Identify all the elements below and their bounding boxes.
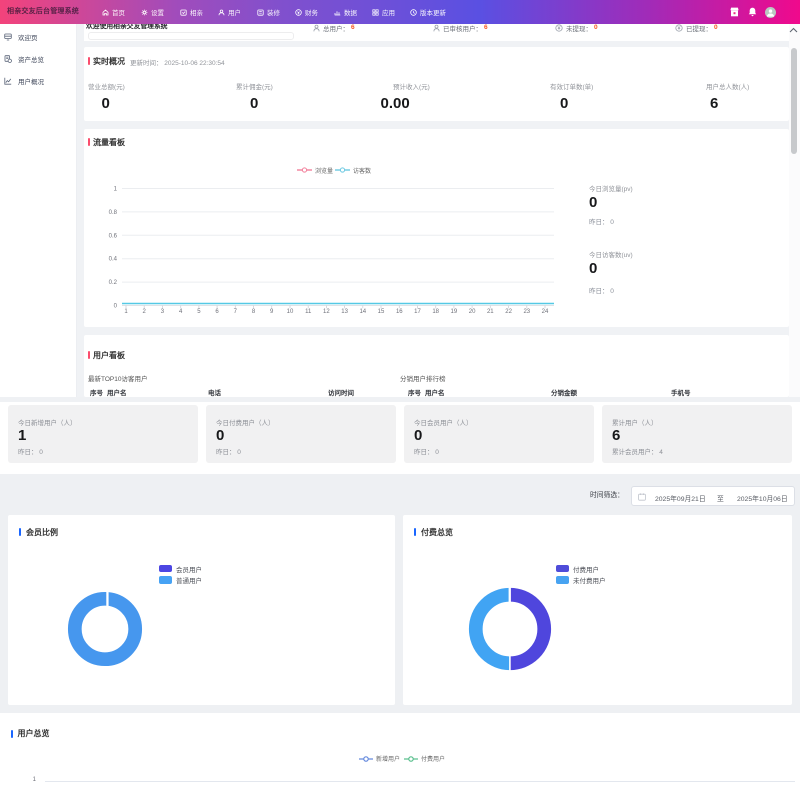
svg-text:1: 1 — [124, 309, 128, 315]
svg-text:9: 9 — [270, 309, 274, 315]
svg-text:4: 4 — [179, 309, 183, 315]
svg-text:6: 6 — [215, 309, 219, 315]
svg-text:15: 15 — [378, 309, 385, 315]
svg-text:24: 24 — [542, 309, 549, 315]
svg-text:17: 17 — [414, 309, 421, 315]
svg-text:23: 23 — [523, 309, 530, 315]
svg-text:7: 7 — [234, 309, 238, 315]
svg-text:8: 8 — [252, 309, 256, 315]
svg-text:19: 19 — [451, 309, 458, 315]
svg-text:5: 5 — [197, 309, 201, 315]
svg-text:3: 3 — [161, 309, 165, 315]
svg-text:0.8: 0.8 — [109, 210, 118, 216]
svg-text:13: 13 — [341, 309, 348, 315]
svg-text:21: 21 — [487, 309, 494, 315]
svg-text:12: 12 — [323, 309, 330, 315]
svg-text:0: 0 — [114, 304, 118, 310]
svg-text:11: 11 — [305, 309, 312, 315]
svg-text:14: 14 — [359, 309, 366, 315]
svg-text:0.6: 0.6 — [109, 233, 118, 239]
svg-text:1: 1 — [114, 187, 118, 193]
svg-text:10: 10 — [287, 309, 294, 315]
svg-text:18: 18 — [432, 309, 439, 315]
svg-text:0.4: 0.4 — [109, 257, 118, 263]
svg-text:0.2: 0.2 — [109, 280, 118, 286]
svg-text:22: 22 — [505, 309, 512, 315]
svg-text:2: 2 — [143, 309, 147, 315]
svg-text:16: 16 — [396, 309, 403, 315]
svg-text:20: 20 — [469, 309, 476, 315]
